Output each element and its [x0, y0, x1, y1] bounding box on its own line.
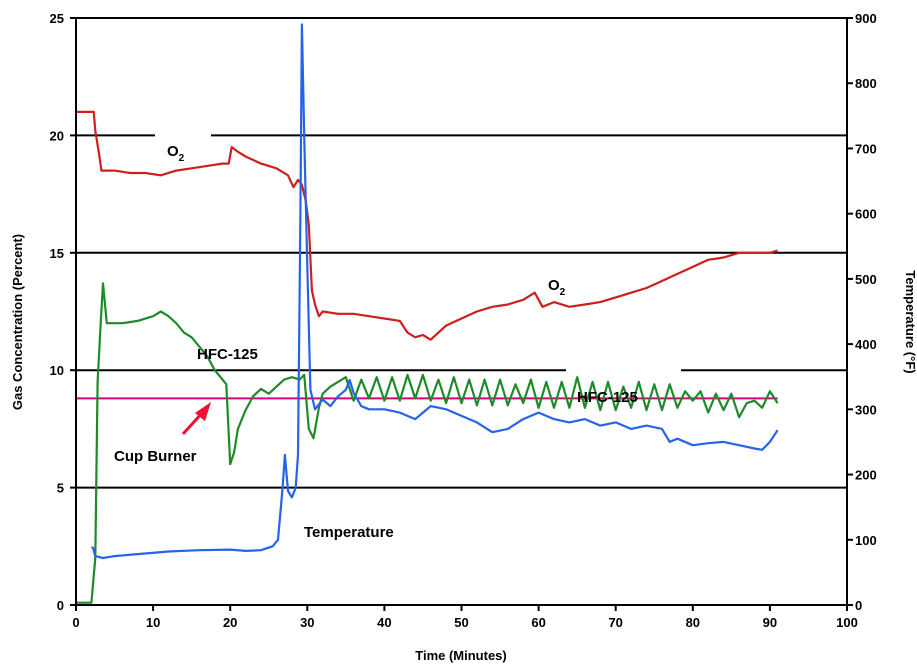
horizontal-gridlines — [76, 135, 847, 487]
temperature-label: Temperature — [304, 524, 394, 541]
x-axis-title: Time (Minutes) — [415, 648, 507, 663]
y2-tick-label: 600 — [855, 207, 877, 222]
x-tick-label: 0 — [72, 615, 79, 630]
cup-burner-label: Cup Burner — [114, 448, 197, 465]
x-tick-label: 100 — [836, 615, 858, 630]
y2-tick-label: 300 — [855, 402, 877, 417]
x-tick-label: 30 — [300, 615, 314, 630]
y2-tick-label: 100 — [855, 533, 877, 548]
x-tick-label: 80 — [686, 615, 700, 630]
y2-axis-title: Temperature (°F) — [903, 270, 917, 373]
series-temperature-line — [91, 25, 777, 559]
y-axis-title: Gas Concentration (Percent) — [10, 234, 25, 410]
y2-tick-label: 500 — [855, 272, 877, 287]
hfc-upper-label: HFC-125 — [197, 346, 258, 363]
series-hfc-125-line — [76, 283, 778, 602]
x-tick-label: 70 — [608, 615, 622, 630]
x-tick-label: 20 — [223, 615, 237, 630]
series-o2-line — [76, 112, 778, 340]
o2-upper-label: O2 — [167, 143, 185, 164]
x-tick-label: 50 — [454, 615, 468, 630]
y-tick-label: 25 — [50, 11, 64, 26]
y2-tick-label: 900 — [855, 11, 877, 26]
y-tick-label: 15 — [50, 246, 64, 261]
y2-tick-label: 200 — [855, 468, 877, 483]
x-tick-label: 60 — [531, 615, 545, 630]
o2-lower-label: O2 — [548, 277, 566, 298]
y-tick-label: 5 — [57, 481, 64, 496]
y2-tick-label: 400 — [855, 337, 877, 352]
y2-tick-label: 800 — [855, 76, 877, 91]
cup-burner-arrow — [183, 402, 211, 434]
y-tick-label: 0 — [57, 598, 64, 613]
y2-tick-label: 0 — [855, 598, 862, 613]
y-tick-label: 10 — [50, 363, 64, 378]
x-tick-label: 90 — [763, 615, 777, 630]
y-tick-label: 20 — [50, 128, 64, 143]
axes — [70, 18, 853, 611]
x-tick-label: 10 — [146, 615, 160, 630]
hfc-lower-label: HFC-125 — [577, 389, 638, 406]
x-tick-label: 40 — [377, 615, 391, 630]
series-layer — [76, 25, 778, 603]
y2-tick-label: 700 — [855, 141, 877, 156]
